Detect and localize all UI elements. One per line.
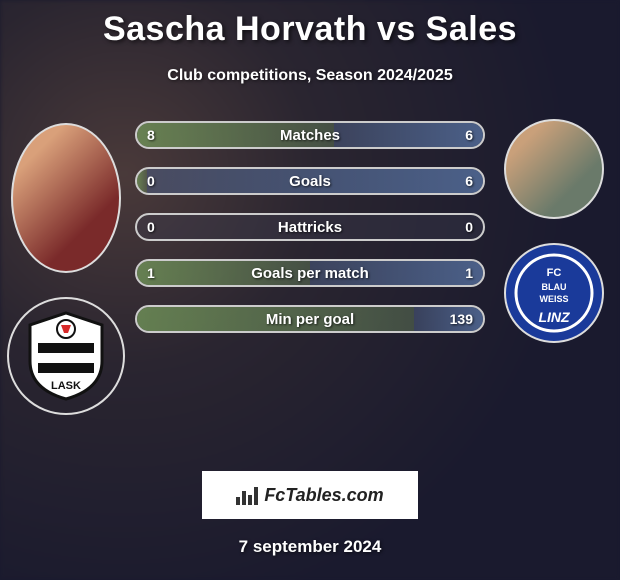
svg-text:LINZ: LINZ [538,309,570,325]
stat-value-left: 0 [137,173,187,189]
stat-row: 0Hattricks0 [135,213,485,241]
right-club-logo: FC BLAU WEISS LINZ [504,243,604,343]
stat-label: Hattricks [187,219,433,236]
stat-bars: 8Matches60Goals60Hattricks01Goals per ma… [135,115,485,333]
svg-text:LASK: LASK [51,380,81,392]
page-subtitle: Club competitions, Season 2024/2025 [0,67,620,85]
left-player-avatar [11,123,121,273]
stat-value-right: 1 [433,265,483,281]
stat-value-right: 0 [433,219,483,235]
stat-value-left: 8 [137,127,187,143]
svg-text:WEISS: WEISS [539,294,568,304]
stat-value-right: 6 [433,127,483,143]
stat-value-left: 0 [137,219,187,235]
page-title: Sascha Horvath vs Sales [0,0,620,49]
chart-bars-icon [236,485,258,505]
stat-value-left: 1 [137,265,187,281]
lask-shield-icon: LASK [26,311,106,401]
stat-row: 0Goals6 [135,167,485,195]
stat-label: Matches [187,127,433,144]
left-club-logo: LASK [7,297,125,415]
right-player-column: FC BLAU WEISS LINZ [499,115,609,343]
blau-weiss-logo-icon: FC BLAU WEISS LINZ [511,250,597,336]
right-player-avatar [504,119,604,219]
stat-label: Min per goal [187,311,433,328]
stat-value-right: 139 [433,311,483,327]
brand-badge: FcTables.com [202,471,418,519]
svg-text:FC: FC [547,267,562,279]
left-player-column: LASK [11,115,121,415]
svg-text:BLAU: BLAU [542,282,567,292]
stat-label: Goals [187,173,433,190]
stat-value-right: 6 [433,173,483,189]
stat-row: Min per goal139 [135,305,485,333]
comparison-area: LASK 8Matches60Goals60Hattricks01Goals p… [0,115,620,415]
stat-row: 8Matches6 [135,121,485,149]
content-container: Sascha Horvath vs Sales Club competition… [0,0,620,580]
stat-label: Goals per match [187,265,433,282]
brand-text: FcTables.com [264,485,383,506]
stat-row: 1Goals per match1 [135,259,485,287]
footer-date: 7 september 2024 [0,537,620,557]
